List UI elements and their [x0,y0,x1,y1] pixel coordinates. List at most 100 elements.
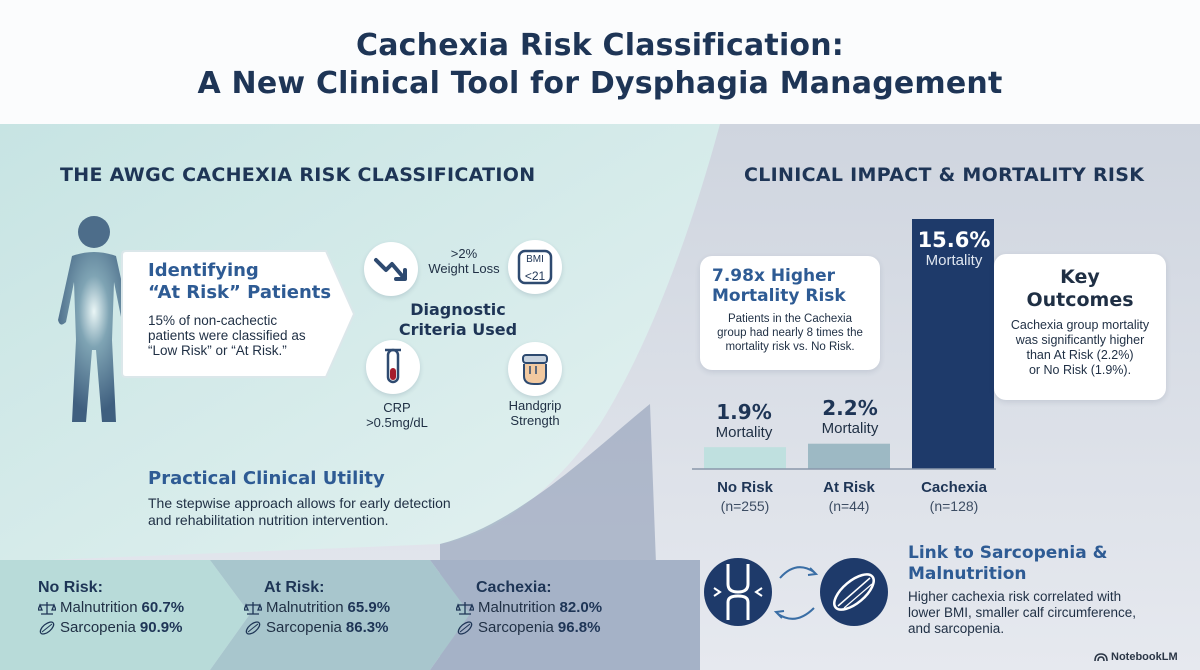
brand-logo: NotebookLM [1094,651,1178,663]
sarcopenia-value: 96.8% [557,619,601,636]
bmi-circle: BMI <21 [508,240,562,294]
category-label: At Risk [823,479,875,496]
joint-muscle-graphic [704,558,888,626]
scale-icon [456,602,474,615]
band-cachexia: Cachexia: Malnutrition 82.0% Sarcopenia … [456,578,602,638]
sarcopenia-value: 86.3% [345,619,389,636]
link-body-line-1: Higher cachexia risk correlated with [908,589,1122,604]
human-figure-icon [58,216,130,422]
outcomes-title-line-2: Outcomes [1026,289,1134,311]
crp-line-1: CRP [383,400,411,415]
scale-icon [244,602,262,615]
criteria-title: Diagnostic Criteria Used [384,300,532,340]
band-title: At Risk: [264,579,325,596]
utility-body-line-1: The stepwise approach allows for early d… [148,495,451,511]
page-title: Cachexia Risk Classification: A New Clin… [0,0,1200,103]
identify-content: Identifying “At Risk” Patients 15% of no… [148,260,338,358]
category-label: No Risk [717,479,773,496]
link-body: Higher cachexia risk correlated with low… [908,589,1136,637]
identify-title-line-2: “At Risk” Patients [148,282,332,303]
band-sarcopenia-row: Sarcopenia 96.8% [456,618,602,638]
bar-value-label: 1.9% [716,400,772,424]
bar-cachexia [912,219,994,469]
weight-loss-label: >2% Weight Loss [420,246,508,276]
brand-name: NotebookLM [1111,651,1178,663]
outcomes-body-line-1: Cachexia group mortality [1010,318,1150,332]
handgrip-line-2: Strength [510,413,560,428]
band-malnutrition-row: Malnutrition 60.7% [38,598,184,618]
category-label: Cachexia [921,479,987,496]
bar-label-cachexia: 15.6% Mortality [912,228,996,270]
malnutrition-label: Malnutrition [266,599,344,616]
outcomes-body-line-2: was significantly higher [1015,333,1145,347]
right-section-title: CLINICAL IMPACT & MORTALITY RISK [744,164,1145,186]
band-malnutrition-row: Malnutrition 65.9% [244,598,390,618]
identify-title-line-1: Identifying [148,260,259,281]
bmi-value: <21 [524,269,546,283]
link-body-line-2: lower BMI, smaller calf circumference, [908,605,1137,620]
bar-label-no-risk: 1.9% Mortality [704,400,784,442]
sarcopenia-label: Sarcopenia [478,619,554,636]
title-line-1: Cachexia Risk Classification: [356,28,844,63]
test-tube-icon [385,348,401,384]
malnutrition-value: 60.7% [141,599,185,616]
band-malnutrition-row: Malnutrition 82.0% [456,598,602,618]
sarcopenia-label: Sarcopenia [266,619,342,636]
handgrip-circle [508,342,562,396]
sarcopenia-label: Sarcopenia [60,619,136,636]
bar-value-label: 2.2% [822,396,878,420]
title-line-2: A New Clinical Tool for Dysphagia Manage… [197,66,1003,101]
malnutrition-value: 65.9% [347,599,391,616]
weight-loss-circle [364,242,418,296]
handgrip-label: Handgrip Strength [492,398,578,428]
link-body-line-3: and sarcopenia. [908,621,1005,636]
malnutrition-label: Malnutrition [60,599,138,616]
mortality-chart [692,219,996,470]
cycle-arrow-icon [779,566,815,579]
crp-circle [366,340,420,394]
bar-sublabel: Mortality [715,424,773,441]
bar-no-risk [704,447,786,469]
band-title: No Risk: [38,579,103,596]
bar-value-label: 15.6% [917,228,991,252]
bar-sublabel: Mortality [925,252,983,269]
category-count: (n=128) [929,498,979,514]
category-at-risk: At Risk (n=44) [794,478,904,515]
crp-line-2: >0.5mg/dL [366,415,428,430]
band-no-risk: No Risk: Malnutrition 60.7% Sarcopenia 9… [38,578,184,638]
muscle-icon [245,621,261,635]
identify-body: 15% of non-cachectic patients were class… [148,313,306,358]
scale-icon [517,249,553,285]
category-cachexia: Cachexia (n=128) [899,478,1009,515]
category-count: (n=44) [828,498,870,514]
hand-grip-icon [522,354,548,385]
band-sarcopenia-row: Sarcopenia 90.9% [38,618,184,638]
weight-loss-line-2: Weight Loss [428,261,500,276]
outcomes-body-line-3: than At Risk (2.2%) [1026,348,1134,362]
risk-title-line-1: 7.98x Higher [712,266,836,286]
outcomes-card: Key Outcomes Cachexia group mortality wa… [994,254,1166,400]
risk-title-line-2: Mortality Risk [712,286,846,306]
bar-at-risk [808,443,890,469]
scale-icon [38,602,56,615]
utility-block: Practical Clinical Utility The stepwise … [148,468,451,529]
risk-body-line-1: Patients in the Cachexia [727,313,853,325]
risk-body-line-2: group had nearly 8 times the [717,327,863,339]
outcomes-title-line-1: Key [1060,266,1100,288]
utility-title: Practical Clinical Utility [148,468,385,489]
trend-down-icon [374,258,407,281]
weight-loss-line-1: >2% [450,246,478,261]
band-at-risk: At Risk: Malnutrition 65.9% Sarcopenia 8… [244,578,390,638]
link-block: Link to Sarcopenia & Malnutrition Higher… [908,543,1136,637]
muscle-icon [457,621,473,635]
identify-card [118,247,358,381]
category-no-risk: No Risk (n=255) [690,478,800,515]
outcomes-body-line-4: or No Risk (1.9%). [1028,363,1132,377]
bmi-label: BMI [526,254,544,265]
bar-sublabel: Mortality [821,420,879,437]
bar-label-at-risk: 2.2% Mortality [810,396,890,438]
link-title-line-2: Malnutrition [908,564,1027,584]
muscle-icon [39,621,55,635]
notebooklm-icon [1094,653,1108,662]
malnutrition-value: 82.0% [559,599,603,616]
